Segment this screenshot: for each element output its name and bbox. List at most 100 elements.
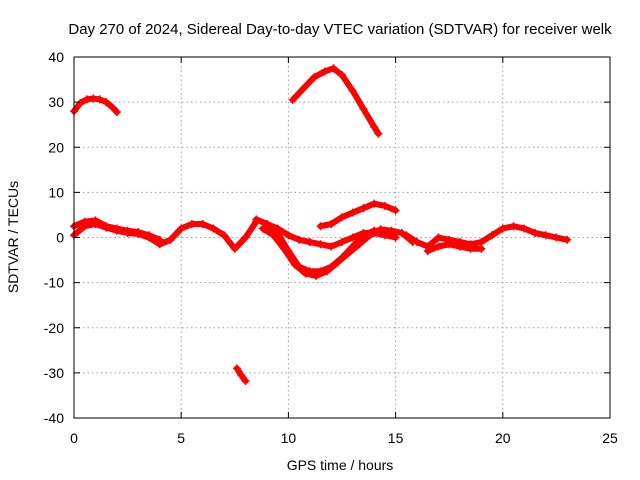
data-point xyxy=(322,267,331,276)
data-point xyxy=(445,240,454,249)
series-band-dip-2 xyxy=(258,224,417,280)
data-point xyxy=(338,238,346,247)
data-point xyxy=(391,233,400,242)
y-axis-label: SDTVAR / TECUs xyxy=(5,181,21,293)
data-point xyxy=(359,204,368,213)
data-point xyxy=(284,231,293,240)
data-point xyxy=(370,199,379,208)
data-point xyxy=(301,269,310,278)
y-tick-label: 40 xyxy=(48,49,64,65)
chart-title: Day 270 of 2024, Sidereal Day-to-day VTE… xyxy=(68,21,612,38)
series-layer xyxy=(70,64,572,385)
data-point xyxy=(348,208,357,217)
data-point xyxy=(327,242,336,251)
data-point xyxy=(280,244,289,253)
data-point xyxy=(112,224,121,233)
x-tick-label: 15 xyxy=(388,430,404,446)
data-point xyxy=(209,224,218,233)
series-line xyxy=(403,223,571,250)
data-point xyxy=(76,99,85,108)
data-point xyxy=(123,226,132,235)
data-point xyxy=(520,224,529,233)
data-point xyxy=(155,235,164,244)
data-point xyxy=(509,222,518,231)
x-tick-label: 0 xyxy=(70,430,78,446)
data-point xyxy=(295,235,304,244)
data-point xyxy=(134,228,143,237)
data-point xyxy=(230,244,239,253)
series-band-rising xyxy=(316,199,400,231)
series-arc-low xyxy=(232,364,250,385)
data-point xyxy=(232,364,241,373)
y-tick-label: -20 xyxy=(44,320,64,336)
data-point xyxy=(320,67,329,76)
data-point xyxy=(348,233,357,242)
data-point xyxy=(387,226,396,235)
data-point xyxy=(269,231,278,240)
data-point xyxy=(82,95,91,104)
data-point xyxy=(108,103,117,112)
data-point xyxy=(391,206,400,215)
data-point xyxy=(312,271,321,280)
data-point xyxy=(241,233,250,242)
data-point xyxy=(288,95,297,104)
data-point xyxy=(413,238,422,247)
data-point xyxy=(552,233,561,242)
data-point xyxy=(220,231,229,240)
data-point xyxy=(477,238,486,247)
data-point xyxy=(370,122,379,131)
data-point xyxy=(530,228,539,237)
data-point xyxy=(423,247,432,256)
y-tick-label: 30 xyxy=(48,94,64,110)
data-point xyxy=(541,231,550,240)
data-point xyxy=(488,231,497,240)
ticks: 0 5 10 15 20 25 -40 -30 -20 -10 0 10 20 30 40 xyxy=(44,49,618,446)
y-tick-label: -10 xyxy=(44,275,64,291)
data-point xyxy=(299,84,308,93)
data-point xyxy=(380,231,389,240)
series-arc-high-mid xyxy=(288,64,383,138)
series-arc-high-left xyxy=(70,94,121,117)
x-tick-label: 5 xyxy=(177,430,185,446)
data-point xyxy=(466,244,475,253)
data-point xyxy=(434,233,443,242)
x-axis-label: GPS time / hours xyxy=(287,457,394,473)
data-point xyxy=(166,235,175,244)
data-point xyxy=(241,376,250,385)
data-point xyxy=(348,86,357,95)
data-point xyxy=(434,242,443,251)
data-point xyxy=(355,240,364,249)
data-point xyxy=(89,94,98,103)
y-tick-label: -30 xyxy=(44,365,64,381)
data-point xyxy=(262,219,271,228)
data-point xyxy=(187,219,196,228)
data-point xyxy=(359,104,368,113)
data-point xyxy=(80,217,89,226)
data-point xyxy=(374,129,383,138)
data-point xyxy=(258,224,267,233)
y-tick-label: -40 xyxy=(44,410,64,426)
data-point xyxy=(102,222,111,231)
x-tick-label: 20 xyxy=(495,430,511,446)
data-point xyxy=(95,95,104,104)
data-point xyxy=(344,249,353,258)
data-point xyxy=(455,242,464,251)
data-point xyxy=(359,228,368,237)
data-point xyxy=(402,231,411,240)
data-point xyxy=(198,219,207,228)
data-point xyxy=(91,216,100,225)
data-point xyxy=(290,260,299,269)
data-point xyxy=(338,213,346,222)
data-point xyxy=(112,108,121,117)
data-point xyxy=(329,64,338,73)
data-point xyxy=(370,228,379,237)
series-band-mid-upper xyxy=(262,219,400,251)
data-point xyxy=(305,238,314,247)
y-tick-label: 10 xyxy=(48,184,64,200)
data-point xyxy=(237,371,246,380)
data-point xyxy=(477,244,486,253)
data-point xyxy=(273,224,282,233)
data-point xyxy=(252,215,261,224)
data-point xyxy=(563,235,572,244)
